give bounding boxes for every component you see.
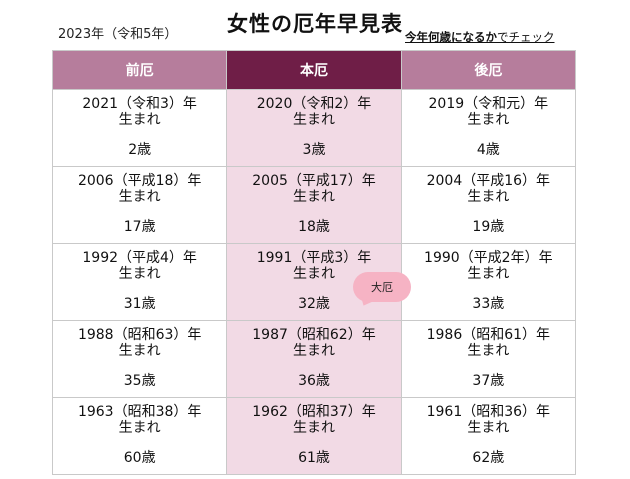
- subtitle-light: でチェック: [497, 30, 555, 44]
- taiyaku-badge: 大厄: [353, 272, 411, 302]
- page-title: 女性の厄年早見表: [227, 12, 403, 36]
- born-label: 生まれ: [467, 343, 510, 359]
- birth-year: 1963（昭和38）年: [77, 404, 202, 420]
- born-label: 生まれ: [292, 420, 335, 436]
- birth-year: 2021（令和3）年: [82, 96, 197, 112]
- column-header-maeyaku: 前厄: [51, 50, 228, 90]
- age-value: 33歳: [472, 296, 505, 312]
- born-label: 生まれ: [467, 266, 510, 282]
- age-value: 35歳: [123, 373, 156, 389]
- age-value: 17歳: [123, 219, 156, 235]
- age-value: 2歳: [128, 142, 152, 158]
- table-row: 2021（令和3）年 生まれ 2歳 2020（令和2）年 生まれ 3歳 2019（令和元…: [51, 89, 577, 167]
- born-label: 生まれ: [467, 420, 510, 436]
- born-label: 生まれ: [467, 189, 510, 205]
- born-label: 生まれ: [292, 266, 335, 282]
- age-value: 18歳: [298, 219, 330, 235]
- table-cell: 2006（平成18）年 生まれ 17歳: [51, 166, 228, 244]
- age-value: 32歳: [298, 296, 330, 312]
- subtitle-bold: 今年何歳になるか: [405, 30, 497, 44]
- table-row: 2006（平成18）年 生まれ 17歳 2005（平成17）年 生まれ 18歳 2004…: [51, 166, 577, 244]
- birth-year: 1988（昭和63）年: [77, 327, 202, 343]
- age-value: 3歳: [302, 142, 326, 158]
- table-cell: 1988（昭和63）年 生まれ 35歳: [51, 320, 228, 398]
- birth-year: 2006（平成18）年: [77, 173, 202, 189]
- age-value: 31歳: [123, 296, 156, 312]
- table-cell: 1962（昭和37）年 生まれ 61歳: [226, 397, 402, 475]
- table-cell: 1986（昭和61）年 生まれ 37歳: [400, 320, 577, 398]
- age-value: 36歳: [298, 373, 330, 389]
- age-value: 4歳: [476, 142, 500, 158]
- born-label: 生まれ: [118, 189, 161, 205]
- born-label: 生まれ: [292, 189, 335, 205]
- birth-year: 1962（昭和37）年: [252, 404, 376, 420]
- column-header-honyaku: 本厄: [226, 50, 402, 90]
- table-cell: 1963（昭和38）年 生まれ 60歳: [51, 397, 228, 475]
- column-header-atoyaku: 後厄: [400, 50, 577, 90]
- year-note: 2023年（令和5年）: [58, 27, 178, 42]
- birth-year: 1961（昭和36）年: [426, 404, 551, 420]
- age-value: 19歳: [472, 219, 505, 235]
- table-row: 1988（昭和63）年 生まれ 35歳 1987（昭和62）年 生まれ 36歳 1986…: [51, 320, 577, 398]
- birth-year: 2020（令和2）年: [256, 96, 372, 112]
- table-cell: 2004（平成16）年 生まれ 19歳: [400, 166, 577, 244]
- table-cell: 1961（昭和36）年 生まれ 62歳: [400, 397, 577, 475]
- birth-year: 1987（昭和62）年: [252, 327, 376, 343]
- born-label: 生まれ: [118, 420, 161, 436]
- yakudoshi-table: 前厄 本厄 後厄 2021（令和3）年 生まれ 2歳 2020（令和2）年 生まれ 3歳…: [51, 50, 577, 475]
- table-cell: 1987（昭和62）年 生まれ 36歳: [226, 320, 402, 398]
- age-value: 61歳: [298, 450, 330, 466]
- table-cell: 1990（平成2年）年 生まれ 33歳: [400, 243, 577, 321]
- birth-year: 1991（平成3）年: [256, 250, 372, 266]
- born-label: 生まれ: [292, 343, 335, 359]
- born-label: 生まれ: [467, 112, 510, 128]
- header-row: 前厄 本厄 後厄: [51, 50, 577, 90]
- table-cell: 2005（平成17）年 生まれ 18歳: [226, 166, 402, 244]
- born-label: 生まれ: [118, 266, 161, 282]
- born-label: 生まれ: [118, 112, 161, 128]
- table-row: 1992（平成4）年 生まれ 31歳 1991（平成3）年 生まれ 32歳 1990（平…: [51, 243, 577, 321]
- birth-year: 2005（平成17）年: [252, 173, 376, 189]
- age-value: 62歳: [472, 450, 505, 466]
- table-cell: 2020（令和2）年 生まれ 3歳: [226, 89, 402, 167]
- table-cell: 1992（平成4）年 生まれ 31歳: [51, 243, 228, 321]
- born-label: 生まれ: [292, 112, 335, 128]
- table-cell: 1991（平成3）年 生まれ 32歳: [226, 243, 402, 321]
- birth-year: 1986（昭和61）年: [426, 327, 551, 343]
- table-cell: 2019（令和元）年 生まれ 4歳: [400, 89, 577, 167]
- birth-year: 2004（平成16）年: [426, 173, 551, 189]
- born-label: 生まれ: [118, 343, 161, 359]
- age-value: 37歳: [472, 373, 505, 389]
- age-value: 60歳: [123, 450, 156, 466]
- table-cell: 2021（令和3）年 生まれ 2歳: [51, 89, 228, 167]
- table-row: 1963（昭和38）年 生まれ 60歳 1962（昭和37）年 生まれ 61歳 1961…: [51, 397, 577, 475]
- birth-year: 1990（平成2年）年: [424, 250, 553, 266]
- birth-year: 2019（令和元）年: [428, 96, 549, 112]
- birth-year: 1992（平成4）年: [82, 250, 197, 266]
- subtitle: 今年何歳になるかでチェック: [405, 29, 555, 45]
